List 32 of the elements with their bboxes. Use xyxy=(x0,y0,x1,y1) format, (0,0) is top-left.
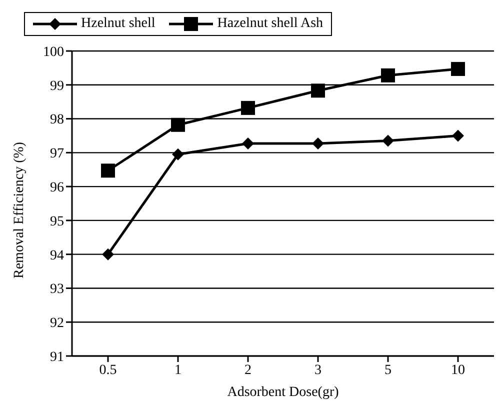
point xyxy=(451,62,465,76)
point xyxy=(172,148,184,160)
y-tick-label: 99 xyxy=(50,78,64,94)
x-tick-label: 3 xyxy=(314,362,322,378)
y-tick-label: 97 xyxy=(50,146,64,162)
y-tick-label: 98 xyxy=(50,112,64,128)
x-tick-label: 1 xyxy=(174,362,182,378)
y-tick-label: 95 xyxy=(50,214,64,230)
point xyxy=(242,138,254,150)
point xyxy=(381,68,395,82)
y-tick-label: 100 xyxy=(43,44,64,60)
point xyxy=(171,118,185,132)
legend-label: Hazelnut shell Ash xyxy=(216,16,324,32)
point xyxy=(311,84,325,98)
point xyxy=(241,100,255,115)
y-tick-label: 91 xyxy=(50,350,64,365)
point xyxy=(101,164,115,178)
legend-label: Hzelnut shell xyxy=(80,16,156,32)
y-tick-label: 93 xyxy=(50,282,64,298)
y-tick-label: 94 xyxy=(50,248,64,264)
x-axis-title: Adsorbent Dose(gr) xyxy=(227,385,340,400)
point xyxy=(382,134,394,147)
point xyxy=(102,248,114,260)
y-tick-label: 92 xyxy=(50,316,64,332)
point xyxy=(312,138,324,150)
y-tick-label: 96 xyxy=(50,180,64,196)
x-tick-label: 10 xyxy=(451,362,465,378)
x-tick-label: 2 xyxy=(244,362,252,378)
y-axis-title: Removal Efficiency (%) xyxy=(12,142,27,278)
x-tick-label: 5 xyxy=(384,362,392,378)
point xyxy=(452,130,464,142)
x-tick-label: 0.5 xyxy=(99,362,117,378)
